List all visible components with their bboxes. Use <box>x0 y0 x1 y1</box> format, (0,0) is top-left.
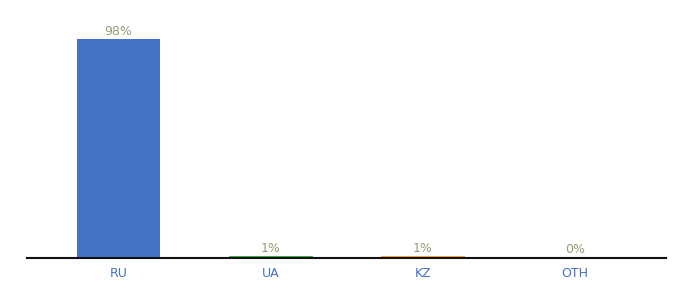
Bar <box>381 256 464 258</box>
Text: 1%: 1% <box>260 242 281 255</box>
Bar <box>229 256 313 258</box>
Text: 98%: 98% <box>105 25 133 38</box>
Text: 1%: 1% <box>413 242 433 255</box>
Text: 0%: 0% <box>565 243 585 256</box>
Bar <box>77 39 160 258</box>
